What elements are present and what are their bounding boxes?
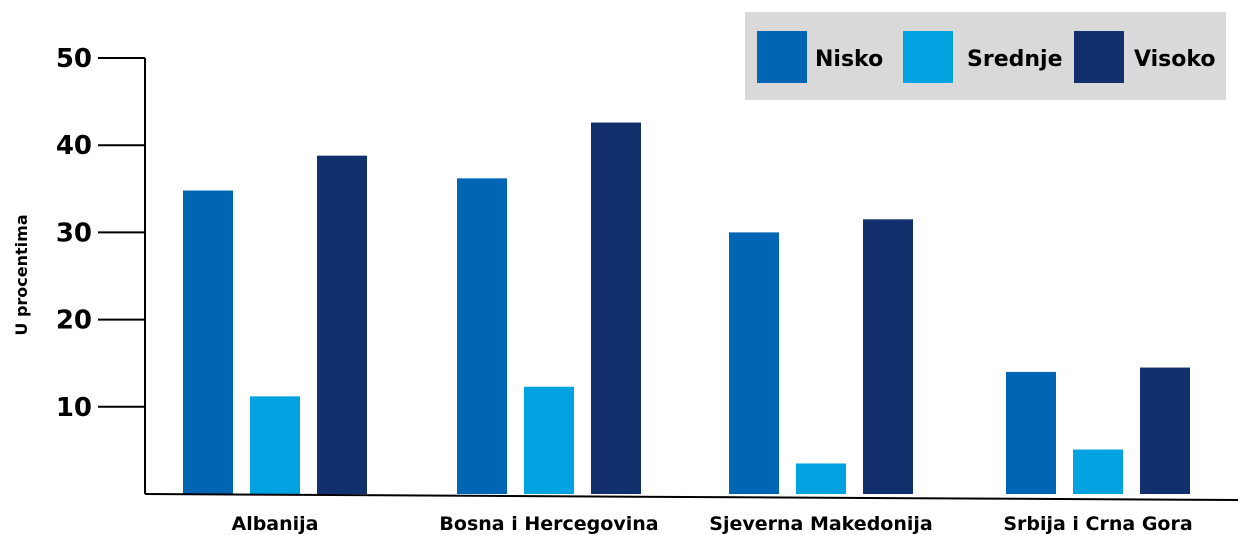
bar-srednje-2 bbox=[524, 386, 574, 494]
y-tick-label: 30 bbox=[56, 218, 92, 248]
legend-background bbox=[745, 12, 1226, 100]
y-tick-label: 50 bbox=[56, 44, 92, 74]
bar-srednje-4 bbox=[1073, 449, 1123, 494]
y-axis-ticks: 10 20 30 40 50 bbox=[56, 44, 145, 423]
bar-visoko-3 bbox=[863, 219, 913, 494]
bar-nisko-1 bbox=[183, 190, 233, 494]
y-axis-label: U procentima bbox=[12, 214, 31, 335]
legend-swatch-visoko bbox=[1074, 31, 1124, 83]
x-axis-line bbox=[144, 493, 1239, 501]
bar-srednje-1 bbox=[250, 396, 300, 494]
x-axis-labels: Albanija Bosna i Hercegovina Sjeverna Make… bbox=[231, 513, 1192, 535]
bar-nisko-2 bbox=[457, 178, 507, 494]
bar-visoko-4 bbox=[1140, 367, 1190, 494]
bar-nisko-3 bbox=[729, 232, 779, 494]
bar-nisko-4 bbox=[1006, 371, 1056, 494]
legend-label-nisko: Nisko bbox=[815, 47, 883, 72]
x-category-label: Bosna i Hercegovina bbox=[439, 513, 658, 535]
bar-visoko-1 bbox=[317, 155, 367, 494]
bar-visoko-2 bbox=[591, 122, 641, 494]
legend-label-visoko: Visoko bbox=[1134, 47, 1216, 72]
legend-swatch-srednje bbox=[903, 31, 953, 83]
y-tick-label: 10 bbox=[56, 393, 92, 423]
y-tick-label: 20 bbox=[56, 306, 92, 336]
legend: Nisko Srednje Visoko bbox=[745, 12, 1226, 100]
x-category-label: Albanija bbox=[231, 513, 318, 535]
y-tick-label: 40 bbox=[56, 131, 92, 161]
bars bbox=[183, 122, 1190, 494]
x-category-label: Srbija i Crna Gora bbox=[1003, 513, 1192, 535]
legend-label-srednje: Srednje bbox=[967, 47, 1063, 72]
x-category-label: Sjeverna Makedonija bbox=[709, 513, 932, 535]
legend-swatch-nisko bbox=[757, 31, 807, 83]
bar-srednje-3 bbox=[796, 463, 846, 494]
